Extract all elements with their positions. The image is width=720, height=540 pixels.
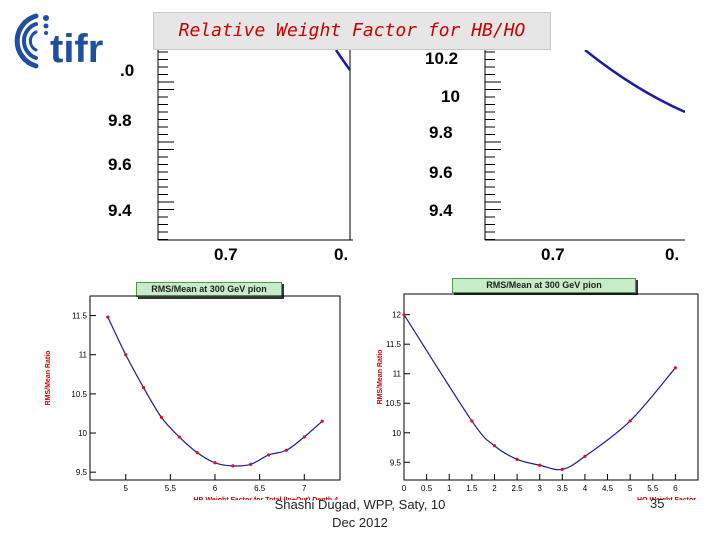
chart1-data-point (320, 419, 324, 423)
chart2-title: RMS/Mean at 300 GeV pion (452, 278, 636, 293)
fragment-right-ticks (485, 51, 501, 240)
chart1-ytick-label: 11 (79, 351, 88, 360)
chart2-data-point (628, 419, 632, 423)
title-box (153, 12, 551, 50)
chart2-xlabel: HO Weight Factor (637, 497, 696, 500)
chart2-data-point (470, 419, 474, 423)
chart2-data-point (515, 457, 519, 461)
chart2-data-point (673, 366, 677, 370)
chart1-data-point (195, 450, 199, 455)
chart1-xtick-label: 6.5 (254, 484, 266, 493)
chart2-ylabel: RMS/Mean Ratio (377, 350, 384, 405)
chart2-ytick-label: 11.5 (386, 340, 402, 349)
fragment-left-ytick: 9.6 (108, 155, 132, 174)
fragment-left-ytick: 9.8 (108, 111, 132, 130)
chart2-ytick-label: 11 (393, 370, 402, 379)
chart2-xtick-label: 0.5 (421, 484, 433, 493)
fragment-right-xtick: 0. (665, 245, 679, 264)
chart1-xtick-label: 6 (213, 484, 218, 493)
chart2-xtick-label: 2 (492, 484, 497, 493)
slide-number: 35 (650, 496, 665, 511)
fragment-right-ytick: 9.6 (429, 163, 453, 182)
fragment-left-xtick: 0. (334, 245, 348, 264)
fragment-left-ticks (158, 51, 174, 240)
chart2-fit-curve (403, 314, 676, 471)
chart2-data-point (492, 444, 497, 448)
chart2-xtick-label: 0 (402, 484, 407, 493)
chart2-ytick-label: 10 (392, 429, 401, 438)
ho-weight-chart: 0 0.5 1 1.5 2 2.5 3 3.5 4 4.5 5 5.5 69.51010.51111.5… (377, 293, 699, 500)
chart1-xlabel: HB Weight Factor for Total (In+Out) Dept… (193, 497, 338, 500)
footer-line1: Shashi Dugad, WPP, Saty, 10 (274, 497, 446, 512)
chart1-frame (89, 295, 341, 481)
fragment-right-ytick: 10.2 (425, 50, 458, 68)
chart1-data-point (213, 461, 217, 465)
footer-line2: Dec 2012 (332, 515, 388, 530)
chart1-fit-curve (107, 316, 323, 467)
chart2-data-point (402, 313, 406, 317)
top-right-chart-fragment: 10.2 10 9.8 9.6 9.4 0.7 0. (425, 50, 685, 264)
chart1-xtick-label: 5 (123, 484, 128, 493)
fragment-left-xtick: 0.7 (214, 245, 238, 264)
chart2-xtick-label: 3.5 (557, 484, 569, 493)
chart1-data-point (231, 464, 235, 468)
chart2-xtick-label: 1.5 (466, 484, 478, 493)
fragment-right-ytick: 10 (441, 87, 460, 106)
chart2-xtick-label: 5.5 (647, 484, 659, 493)
chart2-frame (403, 293, 699, 481)
chart1-ytick-label: 11.5 (72, 312, 88, 321)
chart2-xtick-label: 4.5 (602, 484, 614, 493)
fragment-left-axes (157, 50, 353, 241)
fragment-right-xtick: 0.7 (541, 245, 565, 264)
chart1-data-point (302, 435, 306, 439)
tifr-logo: tifr (6, 10, 134, 71)
fragment-right-ytick: 9.4 (429, 201, 453, 220)
chart1-data-point (266, 453, 271, 457)
chart2-xtick-label: 5 (628, 484, 633, 493)
chart2-xtick-label: 6 (673, 484, 678, 493)
footer: Shashi Dugad, WPP, Saty, 10 Dec 2012 (250, 496, 470, 532)
hb-weight-chart: 5 5.5 6 6.5 7 9.5 10 10.5 11 11.5 HB Weight Factor… (45, 295, 341, 500)
fragment-left-ytick: .0 (120, 61, 134, 80)
chart2-xtick-label: 3 (537, 484, 542, 493)
fragment-right-curve (584, 50, 685, 114)
chart2-xtick-label: 2.5 (512, 484, 524, 493)
chart2-ytick-label: 12 (392, 311, 401, 320)
chart2-data-point (538, 463, 542, 467)
chart1-xtick-label: 5.5 (165, 484, 177, 493)
chart2-ytick-label: 9.5 (390, 458, 402, 467)
fragment-left-ytick: 9.4 (108, 201, 132, 220)
chart2-data-point (560, 467, 564, 471)
tifr-swirl-icon (14, 13, 49, 69)
chart1-data-point (249, 462, 253, 466)
chart1-data-point (177, 435, 181, 439)
fragment-right-axes (484, 50, 685, 241)
top-left-chart-fragment: .0 9.8 9.6 9.4 0.7 0. (108, 50, 353, 264)
fragment-right-ytick: 9.8 (429, 123, 453, 142)
chart2-xtick-label: 4 (583, 484, 588, 493)
chart1-ytick-label: 9.5 (76, 468, 88, 477)
chart1-ylabel: RMS/Mean Ratio (45, 351, 52, 406)
chart1-data-point (284, 448, 289, 452)
chart2-data-point (583, 454, 587, 458)
chart2-xtick-label: 1 (447, 484, 452, 493)
chart1-ytick-label: 10.5 (71, 390, 87, 399)
fragment-left-curve (334, 50, 352, 71)
logo-text: tifr (50, 27, 103, 70)
slide-title: Relative Weight Factor for HB/HO (178, 20, 526, 41)
chart2-ytick-label: 10.5 (385, 399, 401, 408)
chart1-ytick-label: 10 (78, 429, 87, 438)
chart1-data-point (124, 353, 128, 357)
chart1-data-point (141, 386, 146, 390)
chart1-data-point (159, 415, 164, 419)
chart1-data-point (106, 315, 110, 319)
chart1-xtick-label: 7 (302, 484, 307, 493)
